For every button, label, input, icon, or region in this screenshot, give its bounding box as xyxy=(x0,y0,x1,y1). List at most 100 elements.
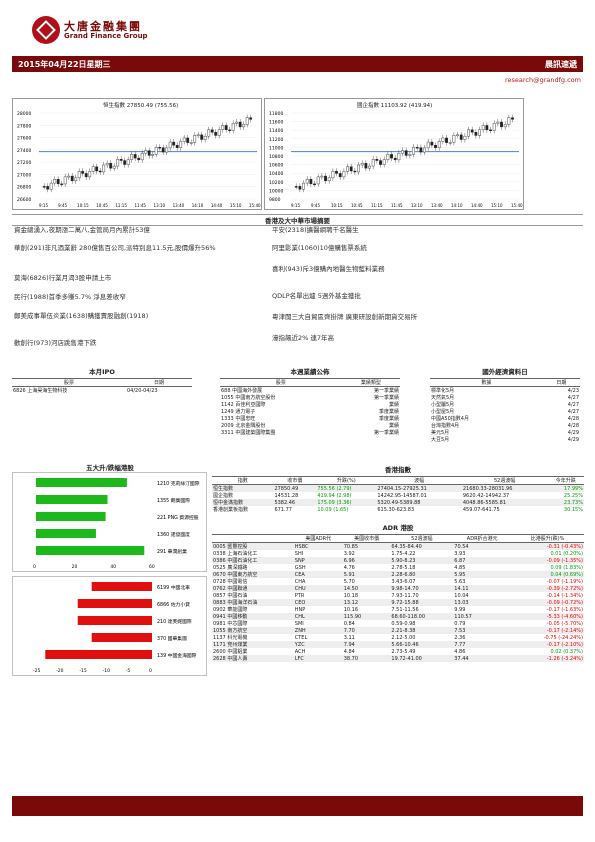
col-header: 業績類型 xyxy=(341,378,400,387)
table-row: 1055 南方航空 ZNH 7.70 2.21-8.38 7.53 -0.17 (-2.1… xyxy=(212,627,584,634)
bar-label: 1355 朗廣國際 xyxy=(157,497,190,504)
table-cell: 0670 中國東方航空 xyxy=(213,572,258,578)
table-cell: 0.01 (0.20%) xyxy=(550,550,583,557)
gainer-bar xyxy=(36,529,96,538)
col-header: 波幅 xyxy=(376,476,462,485)
candle xyxy=(467,129,470,137)
table-cell: 0728 中國電信 xyxy=(213,579,248,585)
table-cell: 37.44 xyxy=(454,655,469,662)
table-cell: 0857 中國石油 xyxy=(213,593,248,599)
y-tick-label: 11600 xyxy=(269,120,283,126)
col-header: 升跌(%) xyxy=(316,476,377,485)
table-cell: 0981 中芯國際 xyxy=(213,621,248,627)
table-cell: -5.33 (-4.60%) xyxy=(546,613,583,620)
candle xyxy=(309,179,313,185)
candle xyxy=(224,125,228,131)
table-cell: 3.92 xyxy=(343,550,355,557)
candle xyxy=(393,157,397,161)
table-cell: 業績 xyxy=(388,402,399,408)
table-row: 大豆5月 4/29 xyxy=(430,436,580,444)
col-header: 美國收市價 xyxy=(342,534,391,543)
table-row: 1137 科光電機 CTEL 3.11 2.12-5.00 2.36 -0.75 (-24… xyxy=(212,634,584,642)
x-tick-label: 14:10 xyxy=(192,203,204,208)
table-cell: LFC xyxy=(294,655,304,662)
table-cell: 2.36 xyxy=(454,634,466,641)
table-row: 0728 中國電信 CHA 5.70 3.43-6.07 5.63 -0.07 (-1.1… xyxy=(212,578,584,586)
table-cell: 175.09 (3.36) xyxy=(317,499,352,506)
table-row: 0762 中國聯通 CHU 14.50 9.98-14.70 14.11 -0.39 (-… xyxy=(212,585,584,592)
x-tick-label: 13:10 xyxy=(411,203,423,208)
candle xyxy=(448,142,452,144)
candle xyxy=(382,159,386,165)
brand-logo xyxy=(32,16,60,44)
hsi-chart-title: 恒生指數 27850.49 (755.56) xyxy=(103,103,179,109)
table-row: 688 中國海外發展 第一季業績 xyxy=(220,387,400,394)
footer-bar xyxy=(12,796,583,816)
x-tick-label: 20 xyxy=(72,564,78,570)
x-tick-label: 40 xyxy=(110,564,116,570)
candle xyxy=(404,150,408,156)
candle xyxy=(130,154,134,160)
candle xyxy=(335,171,338,174)
table-cell: 1137 科光電機 xyxy=(213,635,248,641)
x-tick-label: 15:10 xyxy=(491,203,503,208)
report-title: 晨訊速遞 xyxy=(545,59,577,69)
table-cell: 4/29 xyxy=(567,429,579,436)
gainer-bar xyxy=(36,546,145,555)
table-cell: 1055 南方航空 xyxy=(213,628,248,634)
candle xyxy=(338,173,342,178)
candle xyxy=(42,186,46,188)
col-header: ADR折合港元 xyxy=(453,534,512,543)
candle xyxy=(408,154,412,156)
col-header: 比港股升(跌)% xyxy=(511,534,584,543)
table-cell: 7.94 xyxy=(343,641,355,648)
table-row: 恒生指數 27850.49 755.56 (2.79) 27404.15-27925.… xyxy=(212,484,584,492)
email-link[interactable]: research@grandfg.com xyxy=(504,76,581,84)
candle xyxy=(154,146,158,155)
candle xyxy=(320,175,324,178)
table-row: 天然氣5月 4/27 xyxy=(430,394,580,402)
x-tick-label: -20 xyxy=(56,668,63,674)
table-cell: CEO xyxy=(294,599,306,606)
table-cell: 9.99 xyxy=(454,606,466,613)
table-cell: 天然氣5月 xyxy=(431,395,455,401)
candle xyxy=(214,132,218,136)
candle xyxy=(360,163,364,166)
candle xyxy=(353,170,357,173)
news-item: 濠指飆近2% 連7年高 xyxy=(272,334,335,342)
candle xyxy=(305,179,309,184)
results-section: 本週業績公佈 股票 業績類型 688 中國海外發展 第一季業績 1055 中國南方航空… xyxy=(220,366,400,436)
candle xyxy=(49,182,53,190)
table-row: 0902 華能國際 HNP 10.16 7.51-11.56 9.99 -0.17 (-1… xyxy=(212,606,584,614)
table-cell: 4.76 xyxy=(343,564,355,571)
gainer-bar xyxy=(36,512,106,521)
x-tick-label: 14:10 xyxy=(451,203,463,208)
candle xyxy=(463,135,467,140)
table-cell: 香港創業板指數 xyxy=(213,507,249,513)
candle xyxy=(126,159,130,165)
results-table: 股票 業績類型 688 中國海外發展 第一季業績 1055 中國南方航空股份 第一季業績… xyxy=(220,378,400,436)
table-cell: 7.93-11.70 xyxy=(391,592,419,599)
table-cell: CTEL xyxy=(294,634,308,641)
table-row: 標準化5月 4/23 xyxy=(430,387,580,395)
econ-section: 國外經濟資料日 數據 日期 標準化5月 4/23 天然氣5月 4/27 小型屬5月 4/27… xyxy=(430,366,580,443)
candle xyxy=(349,166,353,172)
candle xyxy=(481,125,485,130)
table-cell: 4.84 xyxy=(343,648,355,655)
table-row: 1249 通力電子 季度業績 xyxy=(220,408,400,415)
y-tick-label: 26600 xyxy=(17,197,31,203)
table-cell: 70.85 xyxy=(343,543,359,550)
candle xyxy=(423,147,426,153)
top-gainers-chart: 1210 克莉絲汀國際 1355 朗廣國際 221 PNG 資源控股 1360 諾發國… xyxy=(12,472,207,572)
candle xyxy=(133,154,137,159)
x-tick-label: 9:15 xyxy=(39,203,48,208)
y-tick-label: 11400 xyxy=(269,128,283,134)
table-cell: -0.39 (-2.72%) xyxy=(546,585,583,592)
table-cell: 5.95 xyxy=(454,571,466,578)
candle xyxy=(456,134,459,137)
table-cell: 7.70 xyxy=(343,627,355,634)
candle xyxy=(63,176,67,185)
table-cell: -0.31 (-0.43%) xyxy=(546,543,583,550)
table-cell: -0.75 (-24.24%) xyxy=(543,634,583,641)
table-cell: 1333 中國忠旺 xyxy=(221,416,256,422)
